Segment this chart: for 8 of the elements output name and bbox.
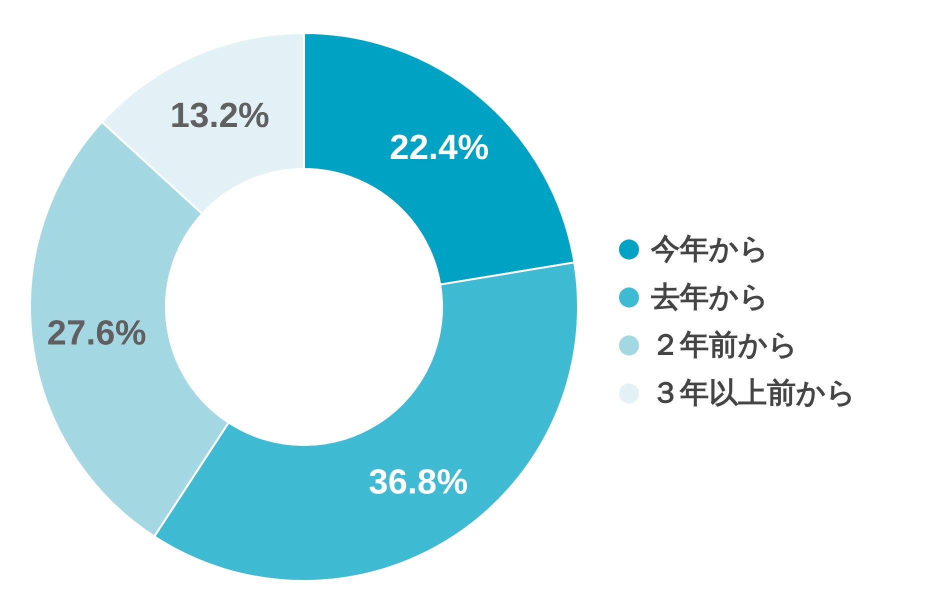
legend-label: ３年以上前から bbox=[651, 378, 856, 410]
data-label: 13.2% bbox=[170, 96, 270, 136]
data-label: 36.8% bbox=[368, 462, 468, 502]
data-label: 22.4% bbox=[390, 128, 489, 168]
legend-label: 今年から bbox=[650, 234, 769, 266]
legend-label: ２年前から bbox=[651, 330, 798, 362]
data-label: 27.6% bbox=[47, 314, 146, 353]
legend-label: 去年から bbox=[650, 282, 769, 314]
